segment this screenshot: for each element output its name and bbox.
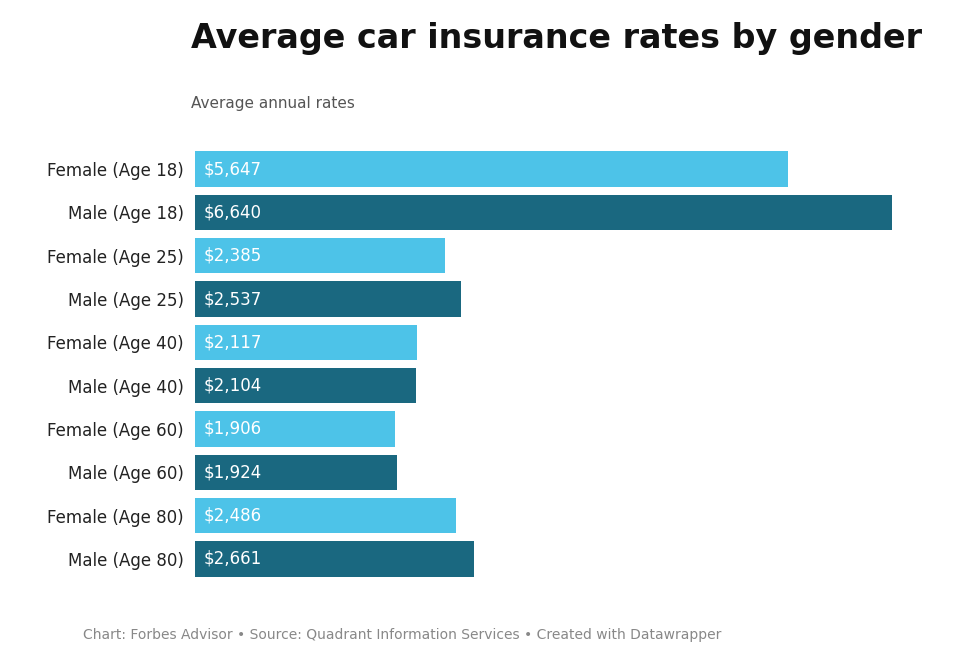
Text: $6,640: $6,640: [204, 203, 261, 222]
Text: $2,117: $2,117: [204, 333, 261, 352]
Text: $2,385: $2,385: [204, 247, 261, 265]
Text: Average car insurance rates by gender: Average car insurance rates by gender: [191, 22, 922, 55]
Text: $2,486: $2,486: [204, 506, 261, 525]
Bar: [195, 194, 892, 230]
Text: $1,906: $1,906: [204, 420, 261, 438]
Bar: [195, 498, 456, 534]
Bar: [195, 454, 397, 490]
Bar: [195, 368, 415, 404]
Bar: [195, 238, 446, 274]
Text: Average annual rates: Average annual rates: [191, 96, 355, 111]
Bar: [195, 281, 461, 317]
Bar: [195, 324, 417, 360]
Text: Chart: Forbes Advisor • Source: Quadrant Information Services • Created with Dat: Chart: Forbes Advisor • Source: Quadrant…: [83, 628, 722, 642]
Text: $5,647: $5,647: [204, 160, 261, 178]
Bar: [195, 541, 474, 577]
Bar: [195, 151, 788, 187]
Text: $1,924: $1,924: [204, 463, 261, 481]
Text: $2,537: $2,537: [204, 290, 261, 308]
Bar: [195, 411, 395, 447]
Text: $2,661: $2,661: [204, 550, 261, 568]
Text: $2,104: $2,104: [204, 376, 261, 395]
